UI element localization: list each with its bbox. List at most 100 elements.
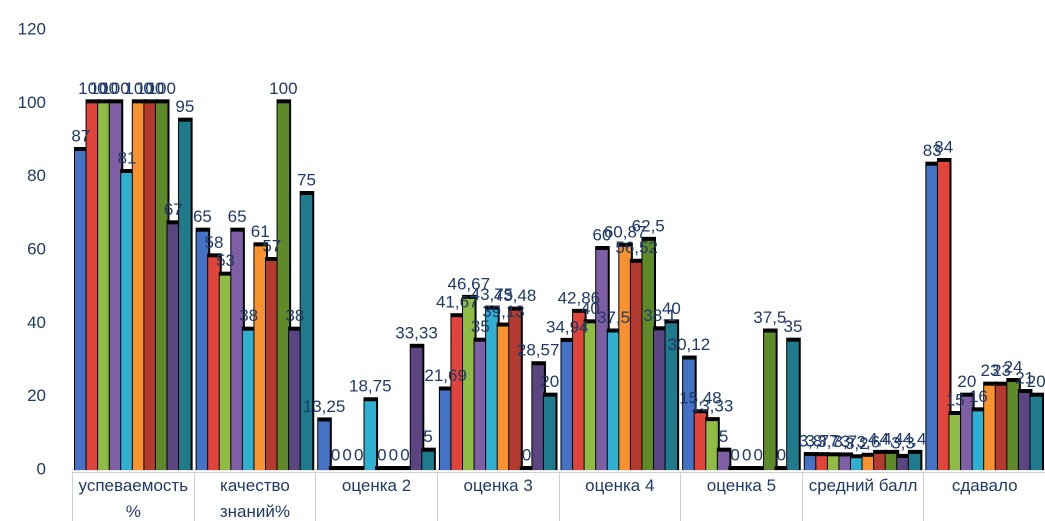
bar [561, 341, 574, 470]
data-label: 20 [957, 372, 976, 391]
data-label: 40 [581, 299, 600, 318]
y-tick-label: 40 [27, 313, 46, 332]
y-tick-label: 80 [27, 166, 46, 185]
data-label: 95 [175, 97, 194, 116]
bar [121, 173, 133, 470]
x-tick-label: оценка 3 [436, 472, 559, 521]
bar [364, 401, 377, 470]
bar [1007, 382, 1019, 470]
bar [984, 385, 996, 470]
data-label: 58 [205, 233, 224, 252]
bar [874, 453, 886, 470]
data-label: 34,94 [546, 317, 589, 336]
bar [144, 103, 156, 470]
bar-shadow [519, 466, 535, 470]
data-label: 0 [354, 445, 363, 464]
bar [926, 165, 938, 470]
bar [1030, 396, 1042, 470]
data-label: 84 [934, 137, 953, 156]
data-label: 30,12 [668, 335, 711, 354]
data-label: 56,52 [615, 238, 658, 257]
bar [231, 231, 243, 470]
data-label: 0 [342, 445, 351, 464]
data-label: 0 [777, 445, 786, 464]
bar-shadow [728, 466, 743, 470]
bar [694, 413, 707, 470]
data-label: 57 [262, 236, 281, 255]
data-label: 20 [540, 372, 559, 391]
x-tick-label: качество знаний% [193, 472, 316, 521]
bar [573, 312, 585, 470]
data-label: 37,5 [597, 308, 630, 327]
bar [630, 262, 643, 470]
data-label: 4,4 [880, 429, 904, 448]
data-label: 0 [400, 445, 409, 464]
data-label: 83 [923, 141, 942, 160]
bar [439, 390, 452, 470]
data-label: 100 [269, 79, 297, 98]
data-label: 100 [90, 79, 118, 98]
data-label: 67 [164, 200, 183, 219]
bar [486, 309, 498, 470]
data-label: 5 [719, 427, 728, 446]
bar [318, 421, 330, 470]
data-label: 39,13 [482, 302, 525, 321]
data-label: 0 [331, 445, 340, 464]
x-tick-label: средний балл [801, 472, 924, 521]
data-label: 0 [389, 445, 398, 464]
bar [179, 121, 191, 471]
bar [208, 257, 220, 470]
data-label: 0 [742, 445, 751, 464]
bar [706, 421, 718, 470]
bar-shadow [375, 466, 390, 470]
data-label: 20 [1027, 372, 1045, 391]
y-tick-label: 60 [27, 239, 46, 258]
bar [167, 224, 180, 470]
x-tick-label: успеваемость% [72, 472, 194, 521]
data-label: 43,48 [494, 286, 537, 305]
bar [897, 457, 909, 470]
bar [300, 195, 313, 470]
data-label: 3,7 [833, 432, 857, 451]
data-label: 15 [946, 390, 965, 409]
bar [764, 332, 776, 470]
bar-shadow [751, 466, 767, 470]
x-tick-label: оценка 2 [315, 472, 437, 521]
bar [277, 103, 290, 470]
bar [683, 359, 695, 470]
bar [463, 298, 475, 470]
data-label: 38 [239, 306, 258, 325]
bar [654, 330, 666, 470]
data-label: 3,3 [891, 433, 915, 452]
data-label: 100 [136, 79, 164, 98]
bar [266, 261, 278, 470]
x-tick-label: оценка 5 [680, 472, 802, 521]
data-label: 38,1 [643, 306, 676, 325]
data-label: 53 [216, 251, 235, 270]
data-label: 41,67 [436, 293, 479, 312]
bar [885, 453, 898, 470]
data-label: 28,57 [517, 341, 560, 360]
data-label: 0 [754, 445, 763, 464]
data-label: 5 [423, 427, 432, 446]
bar [908, 453, 921, 470]
data-label: 3,8 [799, 432, 823, 451]
data-label: 21 [1015, 368, 1034, 387]
bar [219, 275, 232, 470]
bar [717, 451, 730, 470]
bar [665, 323, 678, 470]
data-label: 75 [297, 170, 316, 189]
bar [827, 456, 840, 470]
y-tick-label: 20 [27, 386, 46, 405]
bar [995, 385, 1008, 470]
bar [642, 240, 654, 470]
bar-shadow [398, 466, 413, 470]
data-label: 13,25 [303, 397, 346, 416]
data-label: 23 [981, 361, 1000, 380]
bar [787, 341, 799, 470]
data-label: 24 [1004, 357, 1023, 376]
data-label: 3,73 [817, 432, 850, 451]
data-label: 3,77 [806, 432, 839, 451]
bar [584, 323, 597, 470]
